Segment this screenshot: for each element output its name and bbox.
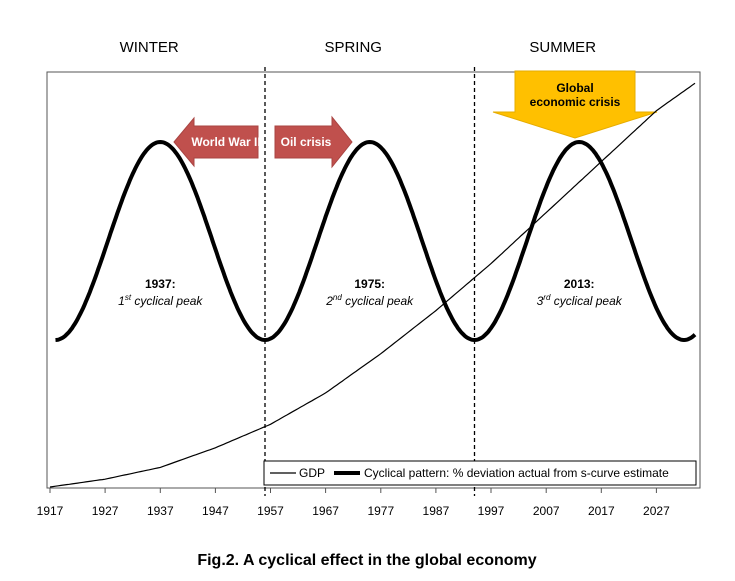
peak-year-label: 1937: — [145, 277, 176, 291]
figure-caption: Fig.2. A cyclical effect in the global e… — [197, 552, 536, 569]
x-tick-label: 1917 — [37, 504, 64, 518]
x-tick-label: 2027 — [643, 504, 670, 518]
x-tick-label: 1987 — [423, 504, 450, 518]
x-tick-label: 1997 — [478, 504, 505, 518]
global-crisis-arrow: Global economic crisis — [492, 70, 658, 139]
x-tick-label: 1937 — [147, 504, 174, 518]
global-crisis-arrow-shape — [492, 70, 658, 139]
oil-crisis-arrow: Oil crisis — [274, 115, 353, 169]
x-tick-label: 2007 — [533, 504, 560, 518]
world-war-arrow: World War II — [173, 116, 261, 168]
peak-labels: 1937: 1st cyclical peak 1975: 2nd cyclical … — [118, 277, 623, 308]
peak-year-label: 2013: — [564, 277, 595, 291]
legend-cycle-label: Cyclical pattern: % deviation actual fro… — [364, 466, 669, 480]
gdp-line — [49, 82, 696, 488]
global-crisis-label-1: Global — [556, 81, 593, 95]
legend: GDP Cyclical pattern: % deviation actual… — [263, 460, 697, 486]
world-war-label: World War II — [191, 135, 260, 149]
x-tick-label: 1967 — [312, 504, 339, 518]
season-label-summer: SUMMER — [529, 39, 596, 56]
oil-crisis-label: Oil crisis — [281, 135, 332, 149]
legend-gdp-label: GDP — [299, 466, 325, 480]
season-labels: WINTER SPRING SUMMER — [120, 39, 597, 56]
plot-frame — [46, 71, 701, 489]
cycle-line — [55, 139, 697, 343]
x-tick-label: 2017 — [588, 504, 615, 518]
x-tick-label: 1947 — [202, 504, 229, 518]
x-tick-label: 1957 — [257, 504, 284, 518]
x-tick-label: 1977 — [367, 504, 394, 518]
peak-year-label: 1975: — [354, 277, 385, 291]
season-label-spring: SPRING — [324, 39, 382, 56]
peak-desc-label: 2nd cyclical peak — [325, 293, 414, 308]
peak-desc-label: 3rd cyclical peak — [537, 293, 623, 308]
world-war-arrow-shape — [173, 116, 259, 168]
x-tick-label: 1927 — [92, 504, 119, 518]
x-axis-ticks: 1917 1927 1937 1947 1957 1967 1977 1987 1997 2007… — [37, 488, 670, 518]
season-label-winter: WINTER — [120, 39, 179, 56]
peak-desc-label: 1st cyclical peak — [118, 293, 203, 308]
global-crisis-label-2: economic crisis — [530, 95, 621, 109]
oil-crisis-arrow-shape — [274, 115, 353, 169]
period-dividers — [264, 67, 476, 496]
